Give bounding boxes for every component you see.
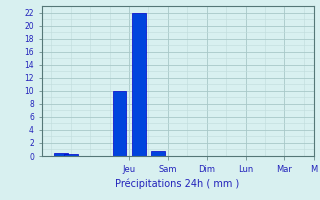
Bar xyxy=(64,154,77,156)
Bar xyxy=(151,151,165,156)
Bar xyxy=(132,13,146,156)
X-axis label: Précipitations 24h ( mm ): Précipitations 24h ( mm ) xyxy=(116,178,240,189)
Bar xyxy=(54,153,68,156)
Bar xyxy=(113,91,126,156)
